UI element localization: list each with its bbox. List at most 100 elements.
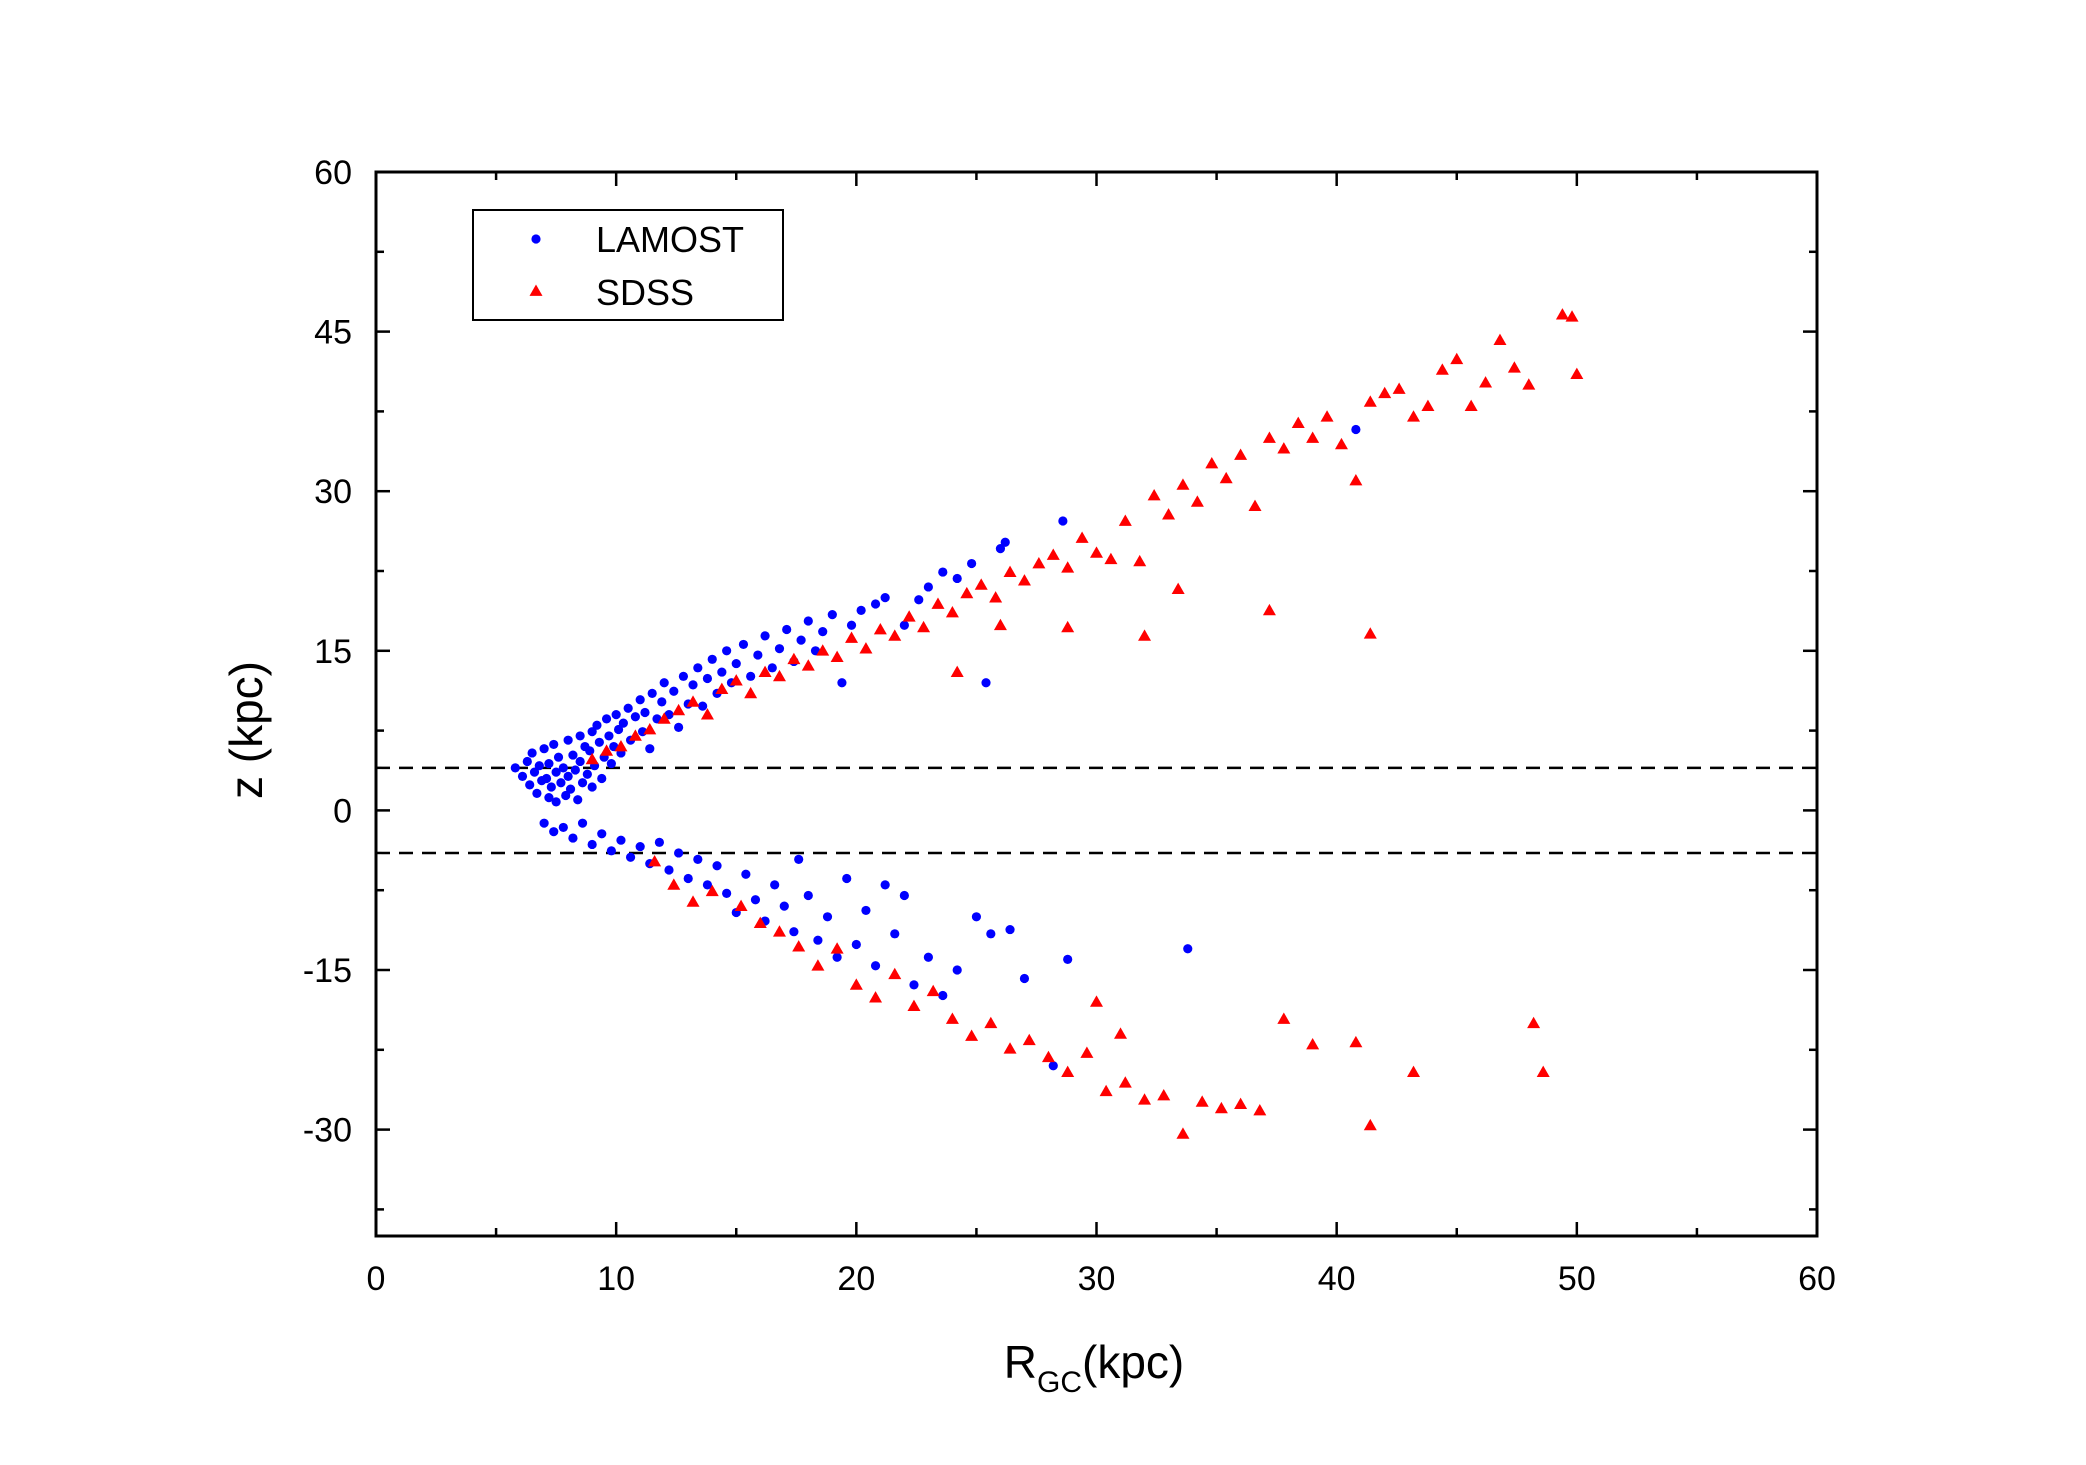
sdss-point [945,605,959,618]
lamost-point [623,703,633,713]
sdss-point [1277,1012,1291,1024]
sdss-point [993,618,1007,631]
sdss-point [1363,1118,1377,1131]
sdss-point [917,620,931,633]
lamost-point [645,744,655,754]
lamost-point [712,861,722,871]
sdss-point [1032,557,1046,569]
lamost-point [674,848,684,858]
lamost-point [693,854,703,864]
sdss-point [686,895,700,907]
lamost-point [967,558,977,569]
x-tick-label: 10 [597,1260,635,1298]
lamost-point [1005,924,1015,935]
sdss-point [1061,561,1075,573]
sdss-point [1306,431,1320,443]
lamost-point [606,758,616,769]
lamost-point [558,822,568,833]
sdss-point [1363,627,1377,639]
lamost-point [731,658,741,669]
lamost-point [971,912,982,922]
sdss-point [1046,548,1060,560]
sdss-point [989,591,1003,603]
lamost-point [517,771,528,781]
sdss-point [1262,603,1276,616]
lamost-point [601,714,612,724]
sdss-point [830,650,844,663]
series-sdss [585,308,1584,1139]
sdss-point [888,967,902,980]
sdss-point [744,686,758,699]
sdss-point [643,723,657,735]
lamost-point [568,833,578,843]
sdss-point [902,610,916,622]
lamost-point [606,846,616,856]
lamost-point [558,763,568,773]
sdss-point [816,644,830,656]
legend-marker-lamost [531,234,541,244]
sdss-point [1080,1046,1094,1058]
lamost-point [592,720,602,730]
sdss-point [1061,1065,1075,1078]
sdss-point [1349,474,1363,486]
sdss-point [1157,1089,1171,1101]
lamost-point [1048,1061,1058,1071]
lamost-point [544,793,554,803]
lamost-point [635,841,645,852]
sdss-point [1099,1084,1113,1097]
lamost-point [741,869,751,879]
lamost-point [938,567,948,577]
lamost-point [549,739,559,750]
sdss-point [984,1016,998,1029]
sdss-point [1176,478,1190,490]
lamost-point [611,710,621,720]
x-axis-title-main: R [1004,1336,1037,1388]
sdss-point [787,652,801,665]
sdss-point [1522,378,1536,390]
x-tick-label: 30 [1078,1260,1116,1298]
lamost-point [647,688,657,698]
lamost-point [683,873,693,884]
lamost-point [561,790,571,801]
lamost-point [1351,424,1361,435]
legend: LAMOST SDSS [472,209,784,321]
y-tick-label: 30 [314,473,352,511]
sdss-point [1565,310,1579,322]
sdss-point [1195,1095,1209,1107]
lamost-point [822,912,833,922]
sdss-point [1118,514,1132,526]
lamost-point [587,839,597,850]
legend-marker-lamost-dot [531,234,541,244]
lamost-point [544,758,554,769]
legend-label-lamost: LAMOST [596,219,744,260]
sdss-point [648,854,662,867]
data-points [510,308,1584,1139]
lamost-point [789,927,799,937]
lamost-point [575,731,585,741]
sdss-point [1190,495,1204,507]
sdss-point [1493,333,1507,345]
lamost-point [534,761,544,771]
lamost-point [573,795,583,805]
lamost-point [782,624,792,635]
lamost-point [702,880,713,890]
y-tick-label: 45 [314,314,352,352]
sdss-point [873,623,887,635]
lamost-point [842,873,852,884]
sdss-point [1176,1127,1190,1139]
sdss-point [715,682,729,694]
lamost-point [779,901,789,911]
lamost-point [525,780,535,790]
lamost-point [688,680,698,690]
sdss-point [1349,1035,1363,1048]
lamost-point [604,731,614,741]
series-lamost [510,424,1361,1071]
sdss-point [1479,376,1493,388]
lamost-point [832,952,842,962]
sdss-point [1334,437,1348,450]
lamost-point [674,722,684,733]
sdss-point [1234,1097,1248,1109]
sdss-point [945,1012,959,1024]
lamost-point [952,965,962,975]
lamost-point [541,773,552,784]
